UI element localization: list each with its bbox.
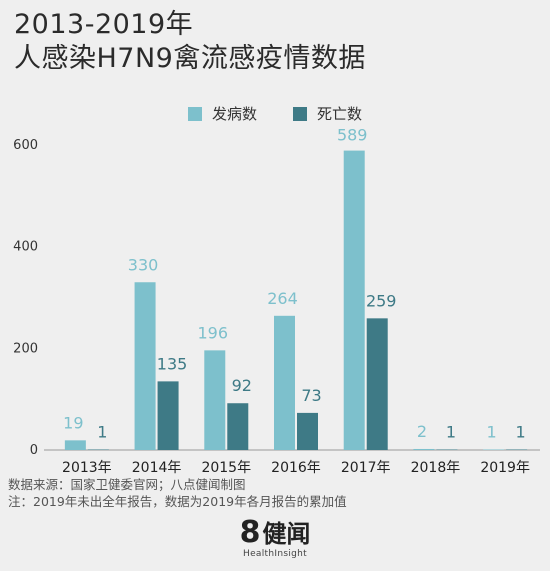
data-label-cases: 589 xyxy=(337,126,368,145)
chart-notes: 数据来源：国家卫健委官网；八点健闻制图 注：2019年未出全年报告，数据为201… xyxy=(8,476,347,510)
x-tick-label: 2015年 xyxy=(201,460,251,476)
data-label-deaths: 259 xyxy=(366,291,397,310)
footnote: 注：2019年未出全年报告，数据为2019年各月报告的累加值 xyxy=(8,494,347,509)
data-label-deaths: 1 xyxy=(446,422,456,441)
x-tick-label: 2014年 xyxy=(132,460,182,476)
legend-label-deaths: 死亡数 xyxy=(317,105,363,123)
brand-logo: 8 健闻 HealthInsight xyxy=(0,515,550,560)
data-label-cases: 330 xyxy=(128,255,159,274)
bar-cases xyxy=(343,150,365,450)
y-tick-label: 0 xyxy=(30,443,38,458)
x-tick-label: 2017年 xyxy=(341,460,391,476)
y-tick-label: 400 xyxy=(13,240,38,255)
data-label-deaths: 1 xyxy=(97,422,107,441)
bar-chart: 0 200 400 600 19 1 2013年 330 135 2014年 196 92 2015年 2… xyxy=(13,126,540,476)
chart-title: 2013-2019年 人感染H7N9禽流感疫情数据 xyxy=(14,8,366,76)
bar-deaths xyxy=(157,381,179,450)
bar-cases xyxy=(134,282,156,450)
y-tick-label: 200 xyxy=(13,341,38,356)
data-label-deaths: 92 xyxy=(232,376,252,395)
legend-swatch-cases xyxy=(187,106,202,121)
bar-cases xyxy=(204,350,226,450)
legend-item-cases: 发病数 xyxy=(187,103,257,124)
bar-deaths xyxy=(227,403,249,450)
data-label-cases: 196 xyxy=(198,323,229,342)
x-tick-label: 2018年 xyxy=(411,460,461,476)
logo-chinese-name: 健闻 xyxy=(262,520,311,548)
x-tick-label: 2013年 xyxy=(62,460,112,476)
x-tick-label: 2019年 xyxy=(480,460,530,476)
bar-cases xyxy=(483,449,505,450)
chart-title-line-2: 人感染H7N9禽流感疫情数据 xyxy=(14,43,366,74)
x-tick-label: 2016年 xyxy=(271,460,321,476)
bar-deaths xyxy=(297,412,318,450)
logo-number: 8 xyxy=(239,515,261,550)
y-tick-label: 600 xyxy=(13,138,38,153)
data-label-cases: 1 xyxy=(487,422,497,441)
bar-deaths xyxy=(506,449,528,450)
data-label-deaths: 1 xyxy=(516,422,526,441)
data-label-cases: 2 xyxy=(417,422,427,441)
bar-cases xyxy=(64,440,86,450)
bar-cases xyxy=(274,315,295,450)
bar-deaths xyxy=(87,449,109,450)
data-source-note: 数据来源：国家卫健委官网；八点健闻制图 xyxy=(8,477,246,492)
chart-legend: 发病数 死亡数 xyxy=(0,103,550,124)
bar-cases xyxy=(413,448,435,450)
data-label-deaths: 73 xyxy=(301,386,321,405)
bar-deaths xyxy=(436,449,458,450)
legend-swatch-deaths xyxy=(293,106,307,121)
chart-title-line-1: 2013-2019年 xyxy=(14,9,194,40)
legend-item-deaths: 死亡数 xyxy=(293,103,362,124)
data-label-cases: 19 xyxy=(63,413,83,432)
bar-deaths xyxy=(366,318,388,450)
data-label-deaths: 135 xyxy=(157,354,188,373)
logo-english-name: HealthInsight xyxy=(243,549,307,559)
legend-label-cases: 发病数 xyxy=(211,105,257,123)
data-label-cases: 264 xyxy=(267,289,298,308)
